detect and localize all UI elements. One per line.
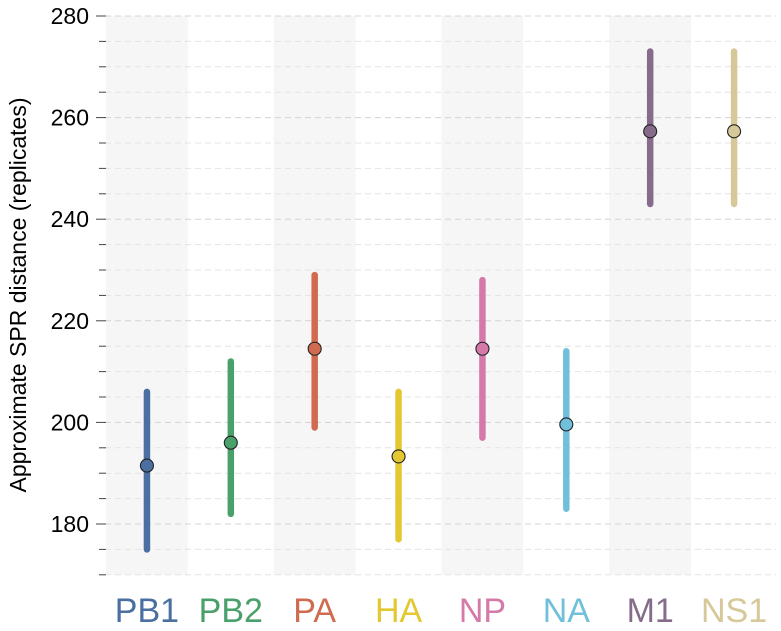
y-axis-label: Approximate SPR distance (replicates) bbox=[5, 98, 31, 493]
point-ha bbox=[391, 449, 406, 464]
x-tick-label-ha: HA bbox=[375, 592, 423, 630]
gridlines bbox=[105, 15, 776, 576]
x-tick-label-na: NA bbox=[543, 592, 591, 630]
point-pb2 bbox=[223, 435, 238, 450]
y-tick-label: 240 bbox=[51, 206, 89, 232]
error-bars bbox=[143, 48, 738, 553]
point-pb1 bbox=[139, 458, 154, 473]
y-tick-label: 260 bbox=[51, 105, 89, 131]
point-na bbox=[559, 417, 574, 432]
point-np bbox=[475, 341, 490, 356]
x-tick-label-pb2: PB2 bbox=[199, 592, 263, 630]
point-pa bbox=[307, 341, 322, 356]
x-tick-label-m1: M1 bbox=[627, 592, 674, 630]
y-tick-label: 200 bbox=[51, 409, 89, 435]
x-axis-labels: PB1 PB2 PA HA NP NA M1 NS1 bbox=[115, 592, 767, 630]
x-tick-label-np: NP bbox=[459, 592, 506, 630]
y-tick-label: 180 bbox=[51, 511, 89, 537]
point-ns1 bbox=[727, 124, 742, 139]
y-tick-label: 280 bbox=[51, 3, 89, 29]
y-tick-label: 220 bbox=[51, 308, 89, 334]
points bbox=[139, 124, 742, 473]
x-tick-label-pa: PA bbox=[293, 592, 336, 630]
x-tick-label-ns1: NS1 bbox=[701, 592, 767, 630]
y-axis: 180 200 220 240 260 280 bbox=[51, 3, 106, 576]
point-m1 bbox=[643, 124, 658, 139]
x-tick-label-pb1: PB1 bbox=[115, 592, 179, 630]
